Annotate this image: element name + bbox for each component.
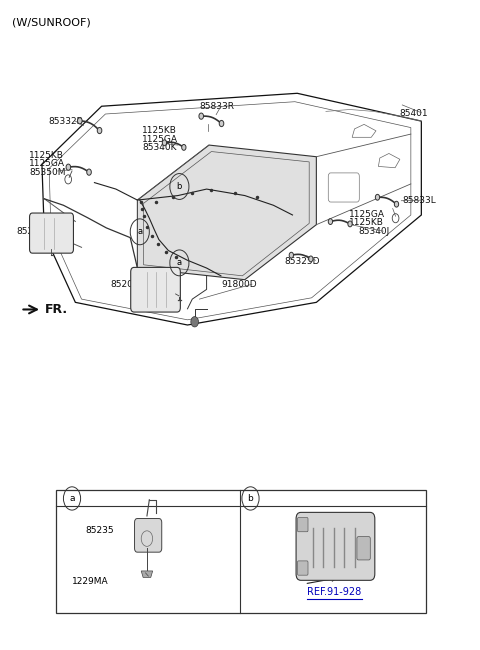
Text: 85325D: 85325D — [285, 257, 320, 266]
Text: 1229MA: 1229MA — [72, 577, 108, 586]
Circle shape — [97, 127, 102, 134]
Text: 91800D: 91800D — [221, 280, 256, 289]
FancyBboxPatch shape — [298, 517, 308, 532]
FancyBboxPatch shape — [30, 213, 73, 253]
Text: 1125GA: 1125GA — [142, 135, 178, 144]
Circle shape — [182, 144, 186, 150]
FancyBboxPatch shape — [296, 512, 375, 580]
Circle shape — [328, 218, 333, 224]
FancyBboxPatch shape — [298, 561, 308, 575]
Circle shape — [77, 118, 82, 124]
Text: a: a — [137, 227, 143, 237]
Text: a: a — [69, 494, 75, 503]
Text: 1125GA: 1125GA — [349, 210, 385, 219]
Text: 85201A: 85201A — [110, 280, 145, 289]
Circle shape — [289, 252, 293, 258]
Circle shape — [199, 113, 204, 119]
Circle shape — [162, 140, 167, 146]
Text: 1125KB: 1125KB — [142, 126, 177, 135]
Text: (W/SUNROOF): (W/SUNROOF) — [12, 18, 91, 27]
Text: 85340K: 85340K — [142, 143, 177, 152]
Text: 85833R: 85833R — [199, 102, 234, 110]
Polygon shape — [137, 145, 316, 280]
Circle shape — [66, 164, 71, 170]
Circle shape — [191, 317, 199, 327]
Circle shape — [219, 120, 224, 127]
FancyBboxPatch shape — [131, 267, 180, 312]
Text: b: b — [177, 182, 182, 191]
Polygon shape — [141, 571, 153, 577]
Text: 85202A: 85202A — [17, 227, 51, 236]
Text: 85833L: 85833L — [402, 196, 436, 205]
Text: 85401: 85401 — [400, 109, 429, 118]
Text: 85235: 85235 — [85, 526, 114, 535]
FancyBboxPatch shape — [357, 537, 370, 560]
Text: 1125GA: 1125GA — [29, 159, 65, 168]
Circle shape — [395, 202, 398, 207]
Text: 1125KB: 1125KB — [349, 218, 384, 227]
Text: b: b — [248, 494, 253, 503]
Text: a: a — [177, 258, 182, 267]
Circle shape — [375, 194, 380, 200]
Circle shape — [348, 221, 352, 227]
Text: REF.91-928: REF.91-928 — [307, 587, 361, 597]
Text: FR.: FR. — [45, 303, 69, 316]
Text: 85340J: 85340J — [359, 227, 390, 237]
Text: 1125KB: 1125KB — [29, 151, 64, 160]
Text: 85350M: 85350M — [29, 168, 66, 177]
Circle shape — [87, 169, 91, 176]
FancyBboxPatch shape — [134, 519, 162, 552]
Text: 85332B: 85332B — [48, 116, 83, 125]
Circle shape — [309, 256, 313, 262]
